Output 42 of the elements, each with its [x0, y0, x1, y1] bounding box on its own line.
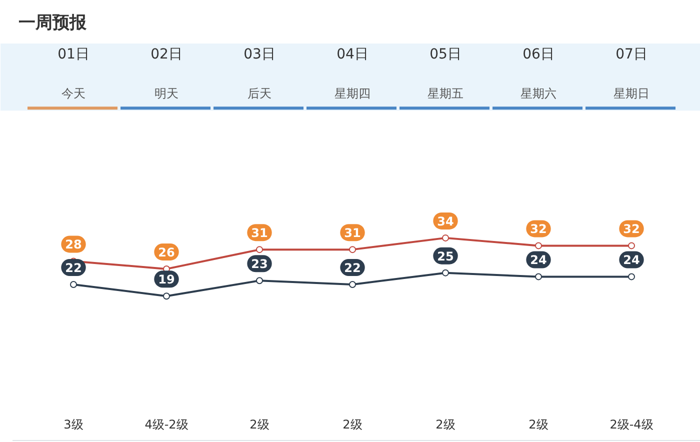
x-tick-label: 01日 [58, 46, 90, 62]
text: 星期六 [520, 86, 556, 101]
point [349, 280, 356, 288]
data-label: 19 [158, 272, 175, 287]
text: 星期四 [334, 86, 370, 101]
text: 明天 [154, 86, 178, 101]
data-label: 22 [344, 260, 361, 275]
text: 今天 [62, 86, 86, 101]
point [256, 277, 263, 284]
chart-title: 一周预报 [18, 13, 88, 33]
point [442, 269, 449, 276]
data-label: 24 [530, 253, 547, 268]
text: 2级-4级 [610, 417, 654, 432]
data-label: 34 [437, 214, 454, 228]
x-tick-label: 04日 [336, 46, 368, 62]
data-label: 25 [437, 249, 454, 264]
point [628, 273, 635, 280]
text: 星期五 [428, 86, 464, 101]
x-tick-label: 02日 [150, 46, 182, 62]
data-label: 24 [623, 253, 640, 268]
data-label: 23 [251, 257, 268, 272]
text: 星期日 [614, 86, 650, 101]
data-label: 28 [65, 238, 82, 252]
data-label: 31 [344, 226, 361, 240]
point [70, 280, 77, 288]
text: 4级-2级 [144, 417, 188, 432]
x-tick-label: 05日 [430, 46, 462, 62]
text: 2级 [436, 417, 456, 432]
point [535, 273, 542, 280]
text: 3级 [64, 417, 84, 432]
data-label: 31 [251, 226, 268, 240]
text: 后天 [248, 86, 272, 101]
text: 2级 [342, 417, 362, 432]
x-tick-label: 03日 [244, 46, 276, 62]
text: 2级 [250, 417, 270, 432]
text: 2级 [528, 417, 548, 432]
data-label: 32 [623, 222, 640, 236]
data-label: 26 [158, 245, 175, 260]
data-label: 32 [530, 222, 547, 236]
x-tick-label: 07日 [616, 46, 648, 62]
point [163, 292, 170, 300]
x-tick-label: 06日 [522, 46, 554, 62]
